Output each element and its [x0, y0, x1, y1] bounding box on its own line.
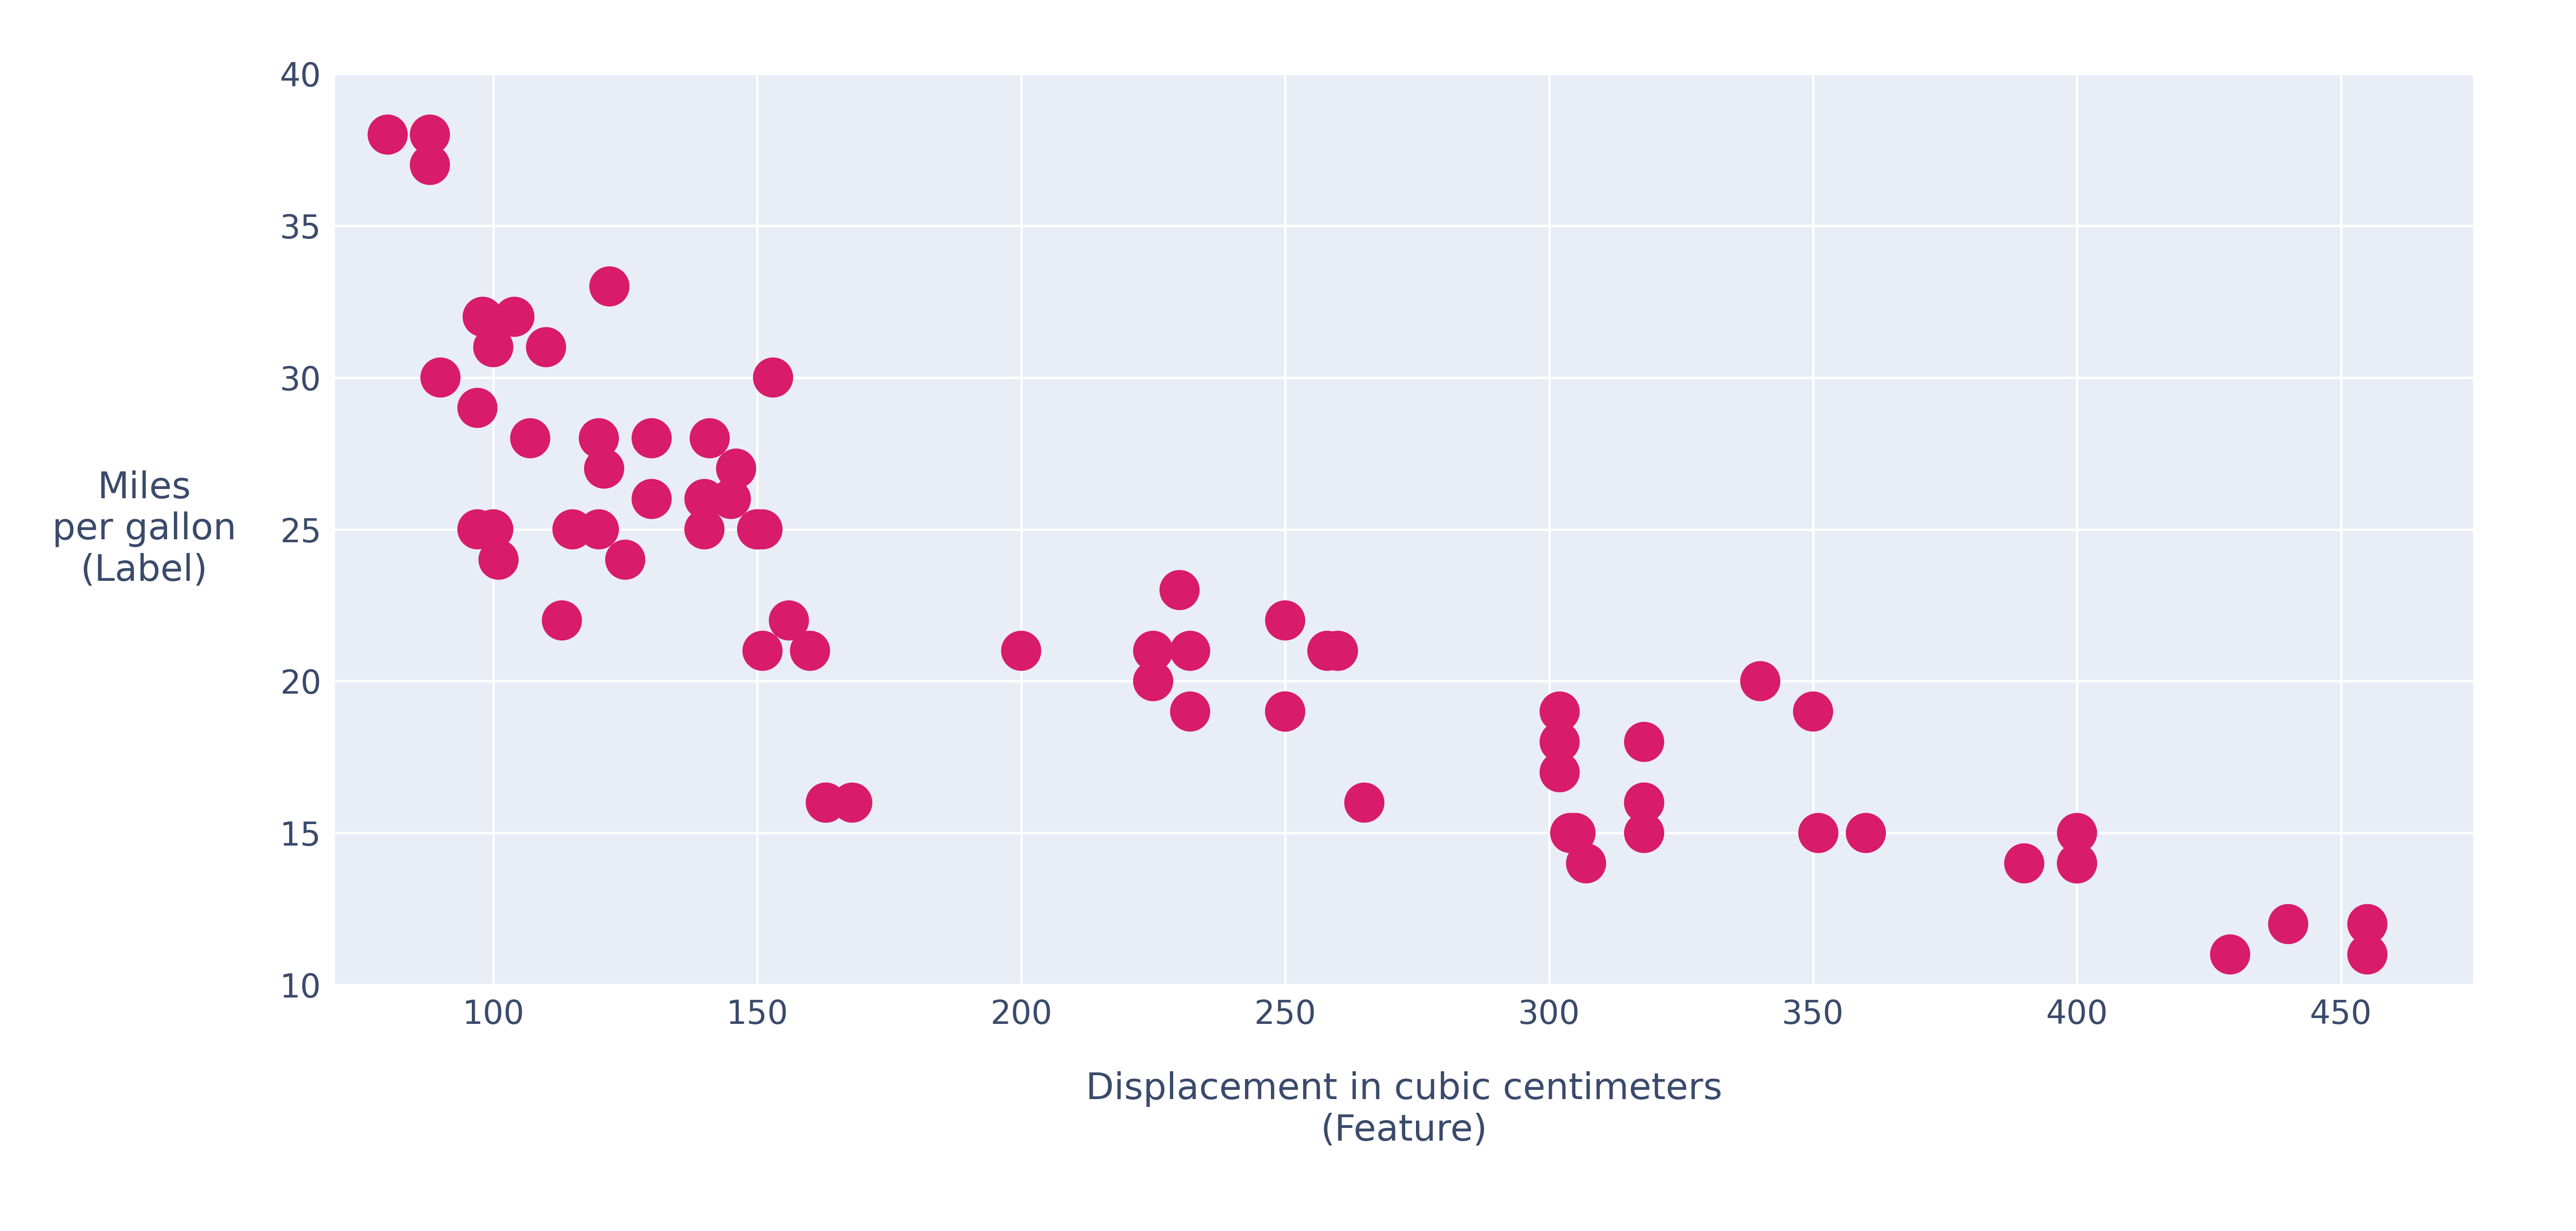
Point [1556, 824, 1597, 843]
Point [2056, 824, 2097, 843]
Point [1623, 732, 1664, 752]
Point [716, 459, 757, 479]
Point [2004, 853, 2045, 873]
Point [1306, 641, 1347, 661]
Point [806, 793, 848, 812]
Point [2267, 915, 2308, 934]
Point [1538, 732, 1579, 752]
Point [479, 550, 520, 570]
Point [461, 307, 502, 326]
Point [1798, 824, 1839, 843]
Point [2056, 853, 2097, 873]
Point [1159, 580, 1200, 599]
Point [806, 793, 848, 812]
Point [495, 307, 536, 326]
Point [1538, 702, 1579, 721]
Point [1170, 641, 1211, 661]
Point [585, 459, 626, 479]
Point [737, 519, 778, 539]
Point [832, 793, 873, 812]
Point [711, 489, 752, 508]
Point [551, 519, 592, 539]
Point [1265, 702, 1306, 721]
Point [526, 337, 567, 357]
Point [2210, 944, 2251, 964]
Point [1623, 793, 1664, 812]
Point [1133, 641, 1175, 661]
Point [1538, 762, 1579, 782]
Point [605, 550, 647, 570]
Point [683, 489, 724, 508]
Point [471, 337, 513, 357]
Y-axis label: Miles
per gallon
(Label): Miles per gallon (Label) [52, 470, 237, 588]
Point [2347, 915, 2388, 934]
Point [631, 428, 672, 448]
Point [1739, 671, 1780, 691]
Point [1133, 671, 1175, 691]
X-axis label: Displacement in cubic centimeters
(Feature): Displacement in cubic centimeters (Featu… [1084, 1071, 1723, 1149]
Point [456, 519, 497, 539]
Point [631, 489, 672, 508]
Point [768, 611, 809, 630]
Point [742, 519, 783, 539]
Point [366, 124, 407, 144]
Point [410, 155, 451, 175]
Point [2056, 853, 2097, 873]
Point [1566, 853, 1607, 873]
Point [1265, 702, 1306, 721]
Point [742, 641, 783, 661]
Point [577, 519, 618, 539]
Point [1170, 702, 1211, 721]
Point [690, 428, 732, 448]
Point [1316, 641, 1358, 661]
Point [683, 519, 724, 539]
Point [410, 124, 451, 144]
Point [1345, 793, 1386, 812]
Point [1623, 824, 1664, 843]
Point [420, 368, 461, 388]
Point [1793, 702, 1834, 721]
Point [737, 519, 778, 539]
Point [590, 277, 631, 297]
Point [1265, 611, 1306, 630]
Point [577, 428, 618, 448]
Point [510, 428, 551, 448]
Point [2347, 944, 2388, 964]
Point [1844, 824, 1886, 843]
Point [752, 368, 793, 388]
Point [1551, 824, 1592, 843]
Point [541, 611, 582, 630]
Point [456, 398, 497, 417]
Point [471, 519, 513, 539]
Point [999, 641, 1041, 661]
Point [788, 641, 829, 661]
Point [1623, 793, 1664, 812]
